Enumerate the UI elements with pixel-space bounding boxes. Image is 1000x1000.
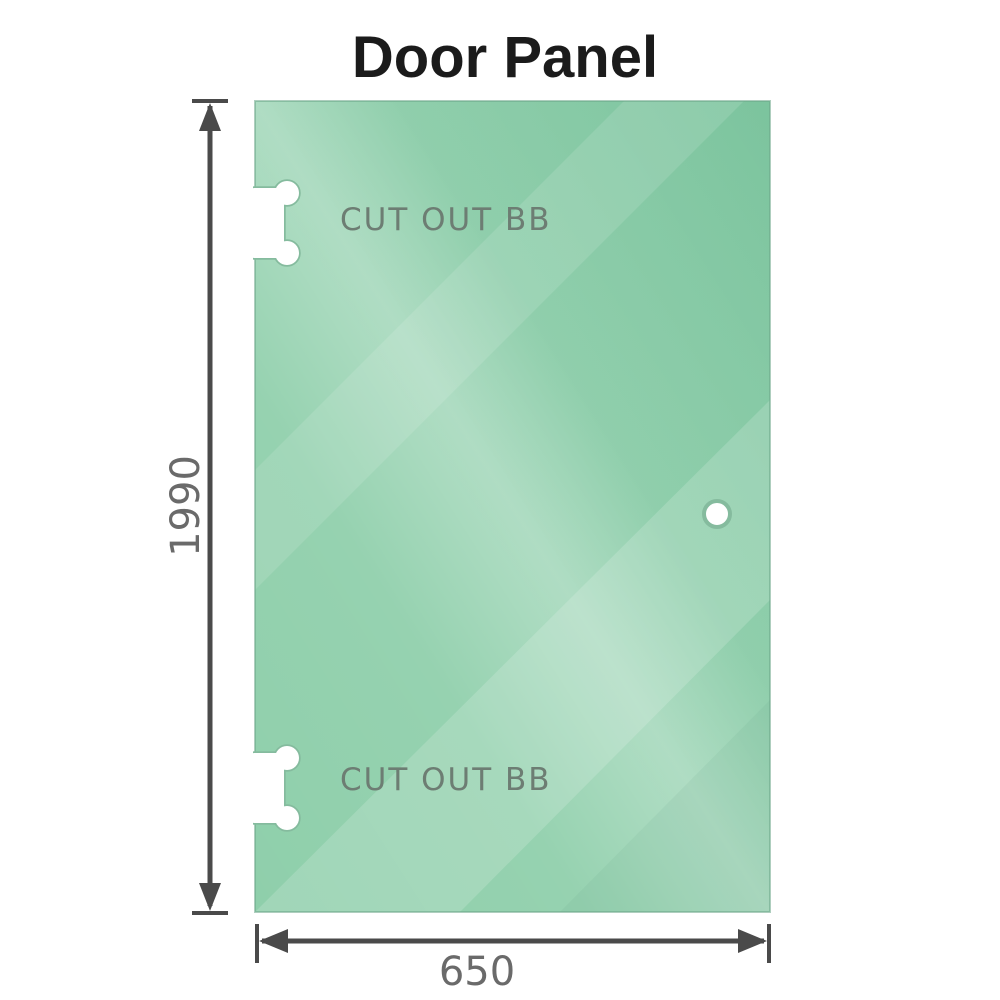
arrow-up-icon [199, 103, 221, 131]
cutout-label-top: CUT OUT BB [340, 202, 552, 238]
width-dimension-label: 650 [438, 949, 516, 995]
arrow-left-icon [259, 929, 288, 953]
glass-reflection-streak [255, 101, 744, 590]
arrow-down-icon [199, 883, 221, 911]
glass-panel [254, 100, 771, 913]
hinge-cutout-bottom [243, 744, 301, 832]
handle-hole [702, 499, 732, 529]
glass-shadow-corner [560, 700, 770, 912]
page-title: Door Panel [351, 25, 659, 90]
cutout-label-bottom: CUT OUT BB [340, 762, 552, 798]
hinge-cutout-top [243, 179, 301, 267]
arrow-right-icon [738, 929, 767, 953]
width-dimension [255, 924, 771, 963]
glass-reflection-streak [255, 400, 770, 912]
height-dimension [192, 99, 228, 915]
height-dimension-label: 1990 [163, 455, 209, 557]
